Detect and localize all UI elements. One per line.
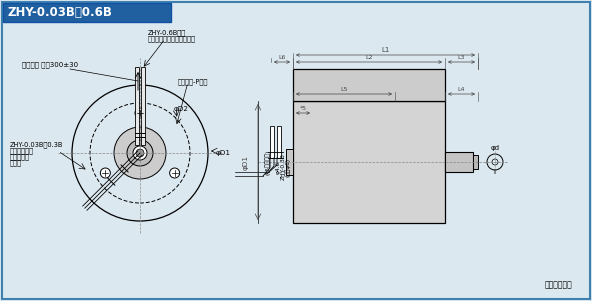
Text: φD1: φD1 [216, 150, 231, 156]
Text: φD1: φD1 [243, 154, 249, 169]
Bar [473, 155, 478, 169]
Text: ZHY-0.03B～0.6B: ZHY-0.03B～0.6B [7, 5, 112, 18]
Text: (のみφ6): (のみφ6) [285, 157, 291, 177]
Circle shape [170, 168, 179, 178]
Text: L6: L6 [278, 55, 286, 60]
Circle shape [101, 168, 110, 178]
Circle shape [133, 146, 147, 160]
Text: 引出し口は: 引出し口は [10, 153, 30, 160]
Text: リード線 長さ300±30: リード線 長さ300±30 [22, 62, 78, 68]
Text: L2: L2 [365, 55, 373, 60]
Text: ZHY-0.3B: ZHY-0.3B [281, 154, 285, 180]
Text: リード線引出し口は外周側: リード線引出し口は外周側 [148, 35, 196, 42]
Text: 側面側: 側面側 [10, 159, 22, 166]
Bar [270, 126, 274, 158]
Text: ZHY-0.03B～0.3B: ZHY-0.03B～0.3B [10, 141, 63, 147]
Bar [445, 152, 473, 172]
Text: は、リード線: は、リード線 [10, 147, 34, 154]
Text: 外面：黒染め: 外面：黒染め [544, 280, 572, 289]
Text: (*5の間のみ): (*5の間のみ) [265, 149, 271, 175]
Bar [286, 149, 293, 175]
Text: L1: L1 [381, 47, 390, 53]
Text: L3: L3 [458, 55, 465, 60]
Bar [277, 126, 281, 158]
Text: φD2: φD2 [174, 106, 189, 112]
Text: l: l [493, 169, 495, 175]
Bar [293, 69, 445, 101]
Text: L5: L5 [340, 87, 348, 92]
Circle shape [127, 140, 153, 166]
Text: φd: φd [491, 145, 500, 151]
Text: ZHY-0.6Bは、: ZHY-0.6Bは、 [148, 29, 186, 36]
Text: φ4.6: φ4.6 [275, 160, 281, 174]
Circle shape [114, 127, 166, 179]
Text: *5: *5 [300, 106, 307, 111]
Circle shape [136, 149, 144, 157]
Bar [293, 101, 445, 223]
Text: L4: L4 [458, 87, 465, 92]
Bar [3, 3, 171, 22]
Text: 取付用３-Pねじ: 取付用３-Pねじ [178, 78, 208, 85]
Bar [141, 67, 145, 145]
Bar [135, 67, 139, 145]
Circle shape [135, 108, 145, 118]
